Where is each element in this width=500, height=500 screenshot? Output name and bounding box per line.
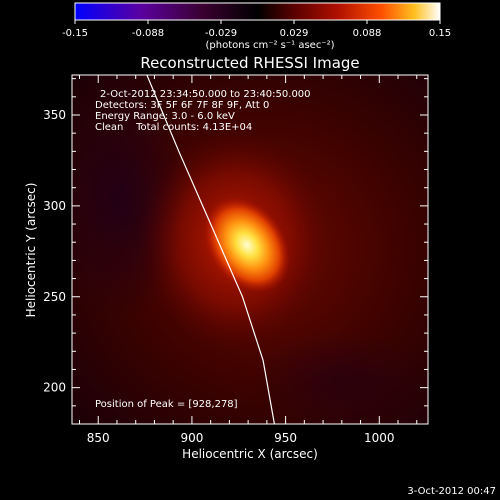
x-tick-label: 950 bbox=[274, 431, 297, 445]
colorbar-tick-label: 0.15 bbox=[429, 28, 451, 39]
y-tick-label: 300 bbox=[43, 199, 66, 213]
axis-ticks: 850 900 950 1000 200 250 300 350 bbox=[43, 75, 428, 445]
colorbar-tick-label: -0.029 bbox=[205, 28, 237, 39]
image-plot bbox=[72, 75, 428, 424]
colorbar-tick-label: 0.029 bbox=[280, 28, 309, 39]
annotation-block: 2-Oct-2012 23:34:50.000 to 23:40:50.000 … bbox=[95, 89, 311, 410]
colorbar-tick-label: -0.15 bbox=[62, 28, 88, 39]
annotation-energy-range: Energy Range: 3.0 - 6.0 keV bbox=[95, 111, 235, 122]
annotation-time-range: 2-Oct-2012 23:34:50.000 to 23:40:50.000 bbox=[100, 89, 311, 100]
flare-core bbox=[203, 197, 291, 293]
y-tick-label: 250 bbox=[43, 290, 66, 304]
chart-title: Reconstructed RHESSI Image bbox=[140, 54, 359, 72]
colorbar-label: (photons cm⁻² s⁻¹ asec⁻²) bbox=[205, 40, 334, 51]
heatmap-dark-region-lower bbox=[250, 330, 428, 424]
annotation-detectors: Detectors: 3F 5F 6F 7F 8F 9F, Att 0 bbox=[95, 100, 269, 111]
y-axis-title: Heliocentric Y (arcsec) bbox=[24, 183, 38, 318]
colorbar-tick-label: 0.088 bbox=[353, 28, 382, 39]
x-axis-title: Heliocentric X (arcsec) bbox=[182, 447, 318, 461]
x-tick-label: 900 bbox=[180, 431, 203, 445]
colorbar-tick-label: -0.088 bbox=[132, 28, 164, 39]
date-stamp: 3-Oct-2012 00:47 bbox=[407, 486, 496, 497]
plot-frame bbox=[71, 74, 429, 425]
colorbar-gradient bbox=[74, 2, 441, 21]
y-tick-label: 350 bbox=[43, 108, 66, 122]
colorbar: -0.15 -0.088 -0.029 0.029 0.088 0.15 (photons… bbox=[62, 2, 451, 51]
annotation-clean-counts: Clean Total counts: 4.13E+04 bbox=[95, 122, 252, 133]
x-tick-label: 1000 bbox=[364, 431, 395, 445]
x-tick-label: 850 bbox=[87, 431, 110, 445]
solar-limb-line bbox=[146, 75, 275, 424]
annotation-peak-position: Position of Peak = [928,278] bbox=[95, 399, 238, 410]
y-tick-label: 200 bbox=[43, 381, 66, 395]
